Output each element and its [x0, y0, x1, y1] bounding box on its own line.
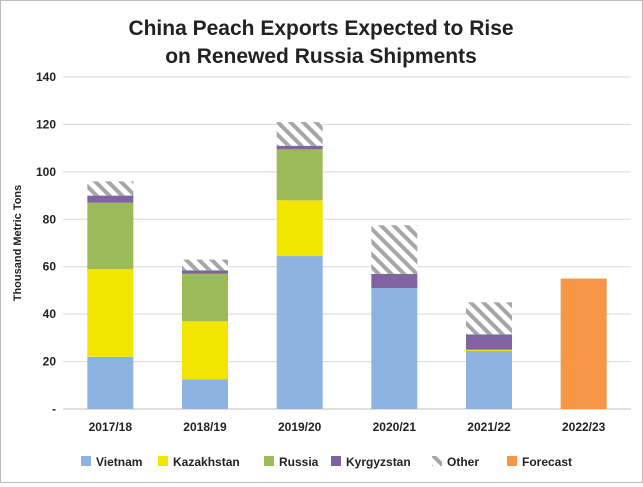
bar-segment-russia	[87, 202, 134, 270]
bar-segment-vietnam	[276, 256, 323, 409]
y-tick-label: 80	[43, 212, 57, 226]
chart-title-line-2: on Renewed Russia Shipments	[165, 45, 477, 68]
legend-swatch-vietnam	[81, 456, 91, 466]
bar-segment-vietnam	[371, 288, 418, 409]
bar-segment-kazakhstan	[87, 269, 134, 357]
x-tick-label: 2021/22	[467, 420, 511, 434]
chart-title-line-1: China Peach Exports Expected to Rise	[128, 17, 513, 40]
y-tick-label: 20	[43, 355, 57, 369]
y-tick-label: -	[52, 402, 56, 416]
legend-swatch-kazakhstan	[158, 456, 168, 466]
y-tick-label: 140	[36, 70, 56, 84]
y-axis-label: Thousand Metric Tons	[12, 185, 24, 302]
bar-segment-kazakhstan	[182, 321, 228, 380]
bar-segment-other	[466, 302, 512, 335]
bar-segment-kyrgyzstan	[182, 270, 228, 274]
bar-segment-russia	[182, 273, 228, 322]
bar-segment-kyrgyzstan	[276, 145, 323, 150]
x-tick-label: 2018/19	[183, 420, 227, 434]
legend-swatch-russia	[264, 456, 274, 466]
y-tick-label: 40	[43, 307, 57, 321]
bar-segment-vietnam	[182, 379, 228, 409]
bar-segment-vietnam	[87, 356, 134, 409]
legend-label: Kyrgyzstan	[346, 455, 411, 469]
bar-segment-russia	[276, 149, 323, 201]
legend-label: Forecast	[522, 455, 572, 469]
y-tick-label: 120	[36, 117, 56, 131]
bar-segment-other	[276, 122, 323, 146]
bar-segment-other	[371, 225, 418, 274]
legend-swatch-other	[432, 456, 442, 466]
x-tick-label: 2022/23	[562, 420, 606, 434]
bar-segment-vietnam	[466, 350, 512, 409]
bar-segment-kazakhstan	[466, 349, 512, 351]
legend-label: Other	[447, 455, 479, 469]
legend-label: Kazakhstan	[173, 455, 240, 469]
bar-segment-forecast	[560, 278, 607, 409]
legend-label: Russia	[279, 455, 319, 469]
legend-swatch-kyrgyzstan	[331, 456, 341, 466]
bar-segment-kyrgyzstan	[87, 195, 134, 203]
bar-segment-kyrgyzstan	[371, 273, 418, 289]
x-tick-label: 2019/20	[278, 420, 322, 434]
y-tick-label: 60	[43, 260, 57, 274]
bar-segment-kazakhstan	[276, 200, 323, 257]
bar-segment-other	[87, 181, 134, 196]
bar-segment-other	[182, 259, 228, 271]
legend-swatch-forecast	[507, 456, 517, 466]
bar-segment-kyrgyzstan	[466, 334, 512, 350]
x-tick-label: 2020/21	[373, 420, 417, 434]
x-tick-label: 2017/18	[89, 420, 133, 434]
y-tick-label: 100	[36, 165, 56, 179]
legend-label: Vietnam	[96, 455, 142, 469]
